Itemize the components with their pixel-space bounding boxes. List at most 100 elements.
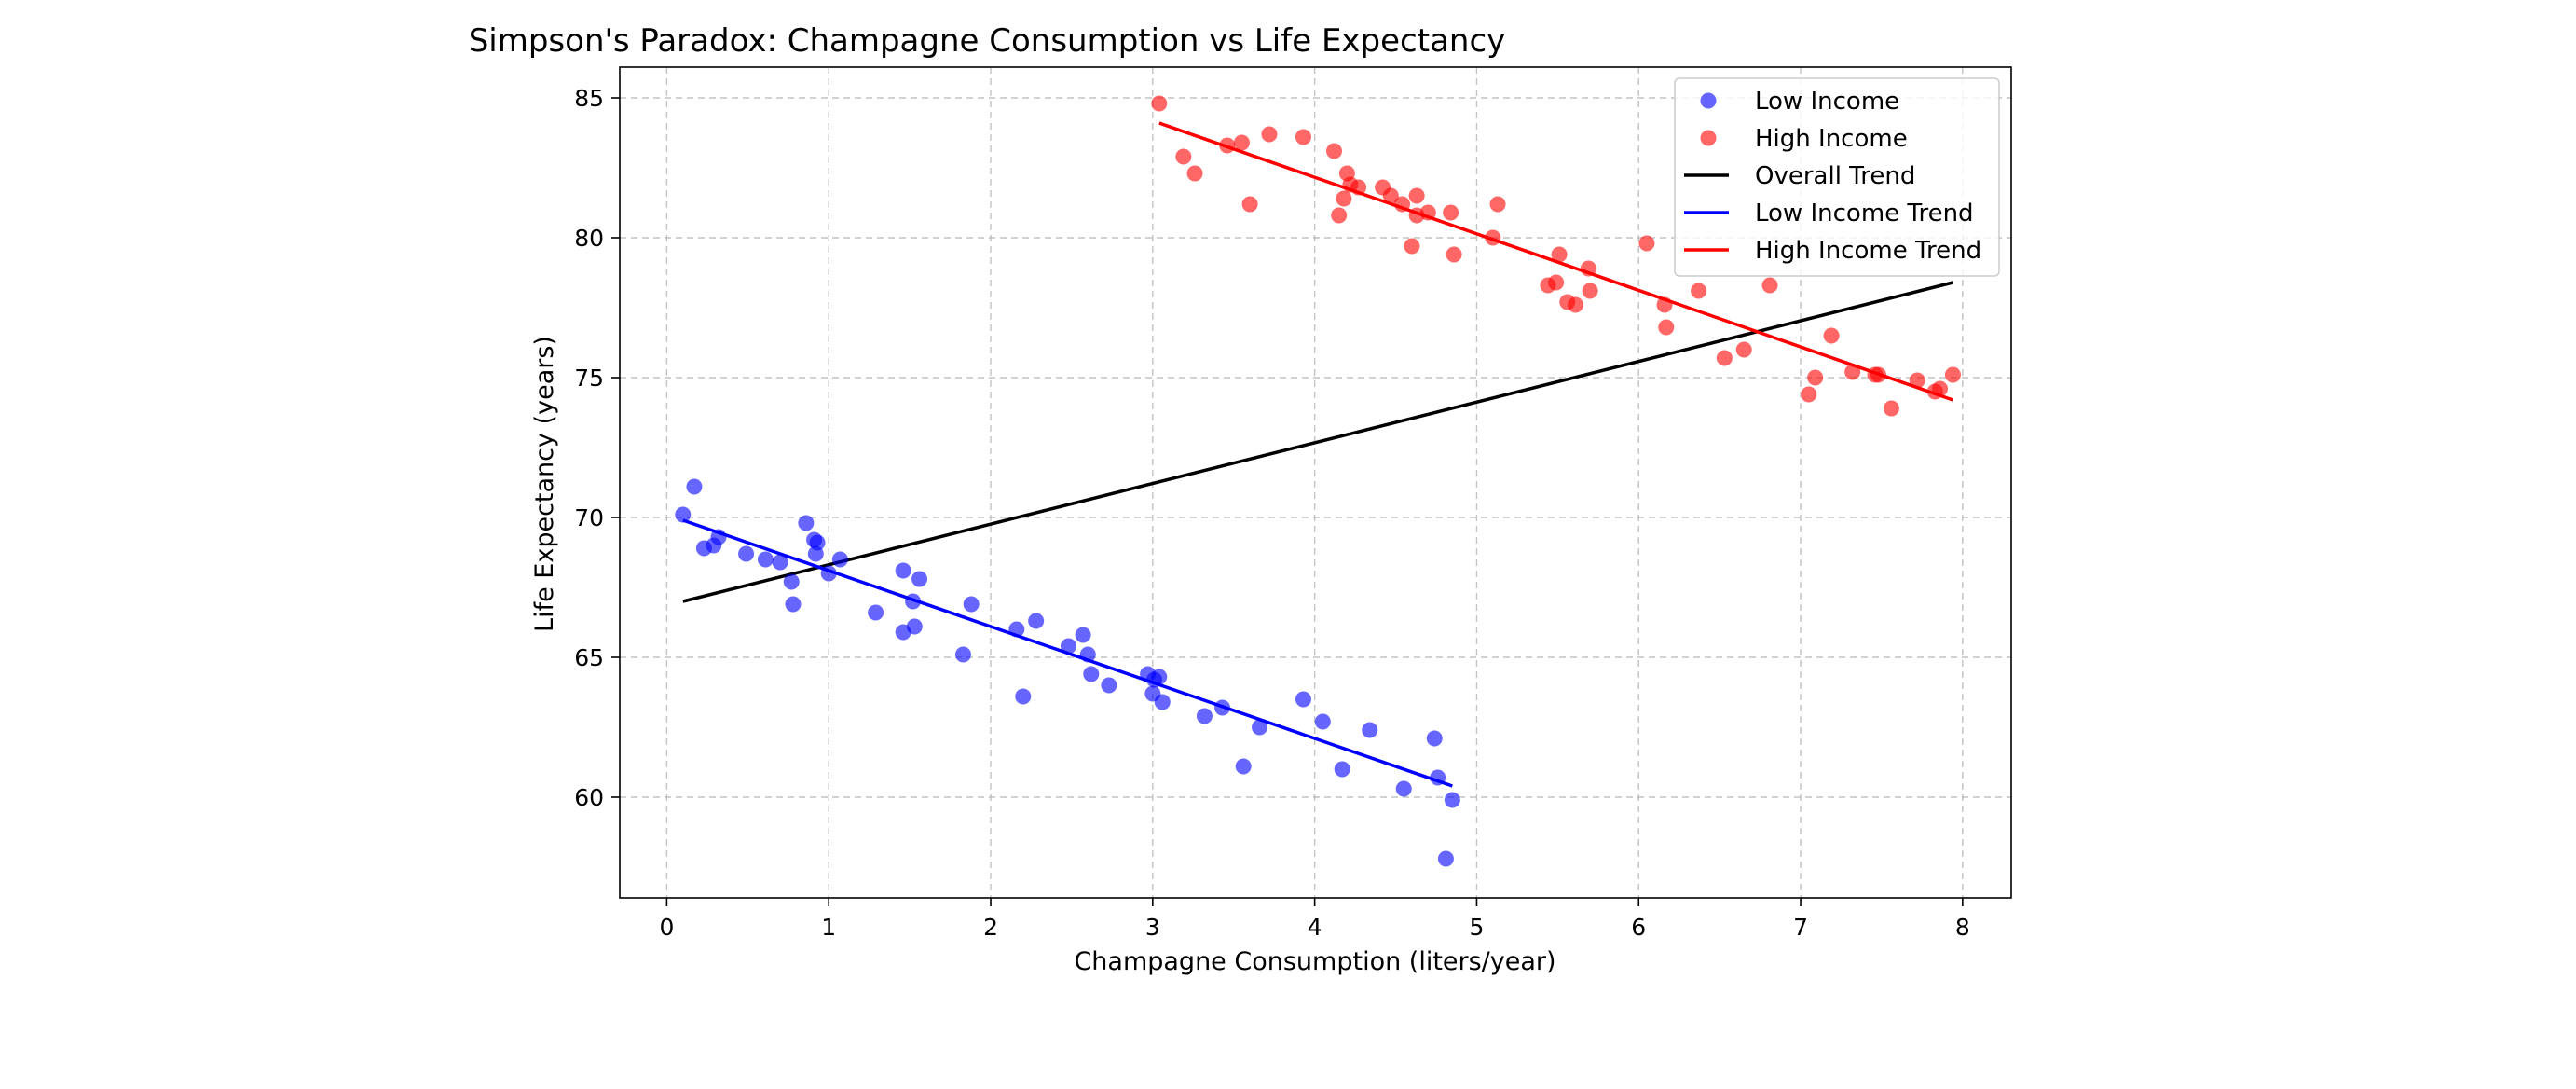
plot-frame xyxy=(619,66,2012,899)
y-tick-label: 80 xyxy=(574,225,604,252)
legend-low-income-marker xyxy=(1700,92,1717,109)
low-income-point xyxy=(1154,694,1171,710)
chart-title: Simpson's Paradox: Champagne Consumption… xyxy=(469,22,1506,60)
low-income-point xyxy=(1060,638,1076,655)
legend-high-income-marker xyxy=(1700,130,1717,146)
high-income-point xyxy=(1691,283,1707,299)
high-income-point xyxy=(1233,134,1250,151)
high-income-point xyxy=(1219,137,1236,154)
low-income-point xyxy=(905,593,922,610)
low-income-point xyxy=(686,478,703,495)
y-tick-label: 85 xyxy=(574,85,604,112)
low-income-point xyxy=(1437,850,1454,867)
high-income-point xyxy=(1489,196,1506,213)
high-income-point xyxy=(1382,187,1399,204)
y-tick-label: 70 xyxy=(574,504,604,531)
low-income-point xyxy=(738,545,755,562)
high-income-point xyxy=(1944,366,1961,383)
low-income-point xyxy=(895,562,911,579)
legend-low-income-label: Low Income xyxy=(1755,88,1899,116)
low-income-point xyxy=(1214,699,1231,716)
high-income-point xyxy=(1551,246,1568,263)
low-income-point xyxy=(785,596,802,613)
legend-high-income-trend-label: High Income Trend xyxy=(1755,237,1981,265)
low-income-point xyxy=(1083,666,1100,682)
high-income-point xyxy=(1823,327,1840,344)
high-income-point xyxy=(1761,277,1778,294)
low-income-point xyxy=(1235,758,1252,775)
x-tick-label: 5 xyxy=(1469,914,1484,941)
low-income-point xyxy=(1295,691,1311,708)
x-tick-label: 8 xyxy=(1955,914,1970,941)
low-income-point xyxy=(1430,769,1446,786)
low-income-point xyxy=(807,545,824,562)
high-income-point xyxy=(1567,296,1583,313)
high-income-point xyxy=(1801,386,1817,403)
high-income-point xyxy=(1175,148,1192,165)
low-income-point xyxy=(1079,646,1096,663)
low-income-point xyxy=(954,646,971,663)
high-income-point xyxy=(1331,207,1348,224)
legend: Low Income High Income Overall Trend Low In… xyxy=(1674,77,2000,277)
x-tick-label: 1 xyxy=(821,914,836,941)
x-tick-label: 2 xyxy=(983,914,998,941)
low-income-point xyxy=(1426,730,1443,747)
high-income-point xyxy=(1419,204,1436,221)
low-income-point xyxy=(675,506,692,523)
low-income-point xyxy=(1151,669,1168,685)
high-income-point xyxy=(1186,165,1203,182)
high-income-point xyxy=(1638,235,1655,252)
high-income-point xyxy=(1716,350,1733,366)
high-income-point xyxy=(1485,229,1501,246)
y-tick-label: 65 xyxy=(574,644,604,671)
legend-box xyxy=(1674,77,2000,277)
high-income-point xyxy=(1408,187,1425,204)
low-income-point xyxy=(783,573,800,590)
legend-overall-trend-label: Overall Trend xyxy=(1755,162,1915,190)
low-income-point xyxy=(1015,688,1032,705)
low-income-point xyxy=(911,571,928,587)
high-income-point xyxy=(1580,260,1596,277)
high-income-point xyxy=(1807,369,1824,386)
high-income-point xyxy=(1241,196,1258,213)
y-tick-label: 75 xyxy=(574,365,604,392)
low-income-point xyxy=(906,618,923,635)
low-income-point xyxy=(831,551,848,568)
high-income-point xyxy=(1261,126,1278,143)
low-income-point xyxy=(1334,761,1350,778)
high-income-point xyxy=(1443,204,1459,221)
high-income-point xyxy=(1336,190,1352,207)
x-tick-label: 4 xyxy=(1308,914,1322,941)
low-income-point xyxy=(1395,780,1412,797)
high-income-point xyxy=(1582,283,1598,299)
high-income-point xyxy=(1932,380,1949,397)
y-axis-label: Life Expectancy (years) xyxy=(530,336,559,632)
low-income-point xyxy=(868,604,884,621)
high-income-point xyxy=(1446,246,1462,263)
low-income-point xyxy=(757,551,774,568)
x-tick-label: 7 xyxy=(1793,914,1808,941)
low-income-point xyxy=(1008,621,1025,638)
low-income-point xyxy=(772,554,788,571)
high-income-point xyxy=(1909,372,1925,389)
low-income-point xyxy=(1101,677,1117,694)
y-tick-label: 60 xyxy=(574,784,604,811)
legend-low-income-trend-label: Low Income Trend xyxy=(1755,200,1974,227)
high-income-point xyxy=(1658,319,1675,336)
high-income-point xyxy=(1870,366,1886,383)
high-income-point xyxy=(1295,129,1311,145)
low-income-point xyxy=(1252,719,1268,736)
high-income-point xyxy=(1151,95,1168,112)
low-income-point xyxy=(1075,627,1091,643)
axis-ticks: 0 1 2 3 4 5 6 7 8 60 65 70 75 80 85 xyxy=(574,85,1970,941)
overall-trend-line xyxy=(682,281,1953,603)
low-income-point xyxy=(710,529,727,545)
high-income-point xyxy=(1393,196,1410,213)
high-income-point xyxy=(1325,143,1342,159)
high-income-point xyxy=(1883,400,1899,417)
low-income-point xyxy=(1444,792,1460,808)
high-income-point xyxy=(1548,274,1565,291)
high-income-point xyxy=(1844,364,1861,380)
